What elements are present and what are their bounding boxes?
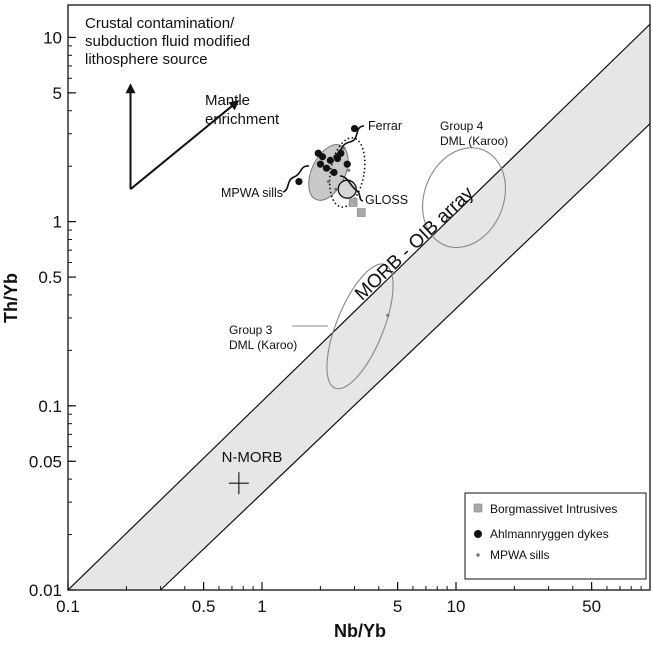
ahlmannryggen-point [316, 160, 324, 168]
ahlmannryggen-point [318, 153, 327, 161]
y-tick-label: 5 [53, 84, 62, 103]
ferrar-leader-line [333, 125, 365, 157]
annotation-ferrar: Ferrar [368, 119, 402, 133]
y-tick-label: 0.5 [38, 268, 62, 287]
ahlmannryggen-point [333, 154, 342, 163]
ahlmannryggen-point [326, 156, 334, 164]
ahlmannryggen-point [343, 160, 351, 168]
annotation-crustal-line: subduction fluid modified [85, 33, 250, 50]
annotation-mpwa-sills: MPWA sills [221, 186, 283, 200]
annotation-crustal-line: Crustal contamination/ [85, 15, 235, 32]
tick-layer: 0.1 0.5 1 5 10 50 0.01 0.05 0.1 0.5 1 5 10 [29, 28, 651, 616]
mpwa-sills-point [347, 168, 351, 172]
gloss-field-circle [337, 179, 357, 199]
ahlmannryggen-point [322, 164, 331, 172]
legend-label-borgmassivet: Borgmassivet Intrusives [490, 502, 617, 516]
mpwa-sills-point [334, 187, 338, 191]
array-upper-line [68, 23, 650, 590]
x-tick-label: 0.1 [56, 597, 80, 616]
ahlmannryggen-point [350, 124, 359, 133]
array-lower-line [160, 123, 650, 590]
annotation-crustal-line: lithosphere source [85, 51, 208, 68]
mpwa-leader-line [282, 165, 310, 193]
ahlmannryggen-point [295, 177, 303, 186]
mpwa-sills-point [342, 146, 346, 150]
group4-field-ellipse [422, 147, 507, 249]
x-tick-label: 1 [257, 597, 266, 616]
x-tick-label: 50 [582, 597, 601, 616]
array-band-layer [68, 23, 650, 590]
legend-circle-marker [474, 530, 482, 538]
mantle-enrichment-arrow [129, 100, 240, 190]
y-tick-label: 10 [43, 28, 62, 47]
point-layer [228, 124, 390, 495]
y-axis-title: Th/Yb [1, 273, 21, 323]
legend-label-ahlmannryggen: Ahlmannryggen dykes [490, 527, 609, 541]
annotation-group4-line: DML (Karoo) [440, 134, 508, 148]
x-tick-label: 0.5 [192, 597, 216, 616]
legend-dot-marker [476, 553, 480, 557]
annotation-gloss: GLOSS [365, 193, 408, 207]
annotation-group3-line: DML (Karoo) [229, 338, 297, 352]
borgmassivet-point [357, 208, 366, 217]
y-tick-label: 1 [53, 213, 62, 232]
gloss-leader-line [339, 175, 364, 202]
mpwa-sills-point [326, 179, 331, 184]
annotation-group4-line: Group 4 [440, 119, 484, 133]
annotation-mantle-line: Mantle [205, 92, 250, 109]
y-tick-label: 0.01 [29, 581, 62, 600]
legend-box [464, 492, 647, 580]
annotation-mantle-line: enrichment [205, 111, 280, 128]
legend-label-mpwa: MPWA sills [490, 548, 550, 562]
y-tick-label: 0.05 [29, 452, 62, 471]
legend: Borgmassivet Intrusives Ahlmannryggen dy… [464, 492, 647, 580]
group3-field-ellipse [326, 263, 394, 390]
borgmassivet-point [348, 198, 358, 207]
ahlmannryggen-point [330, 168, 338, 177]
x-tick-label: 5 [393, 597, 402, 616]
y-tick-label: 0.1 [38, 397, 62, 416]
plot-frame [67, 4, 651, 591]
x-tick-label: 10 [447, 597, 466, 616]
x-axis-title: Nb/Yb [334, 621, 386, 641]
annotation-group3-line: Group 3 [229, 323, 273, 337]
mpwa-sills-point [386, 313, 390, 317]
legend-square-marker [473, 503, 483, 513]
vector-layer [125, 83, 240, 190]
annotation-n-morb: N-MORB [222, 449, 283, 466]
